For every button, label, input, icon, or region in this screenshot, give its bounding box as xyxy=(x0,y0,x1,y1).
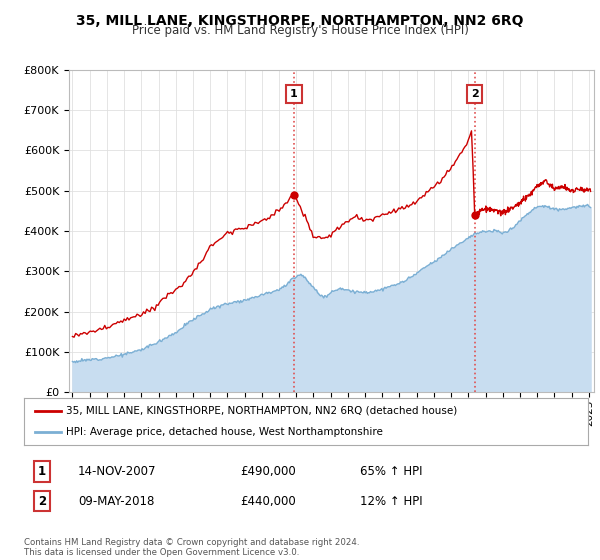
Text: £440,000: £440,000 xyxy=(240,494,296,508)
Text: Contains HM Land Registry data © Crown copyright and database right 2024.
This d: Contains HM Land Registry data © Crown c… xyxy=(24,538,359,557)
Text: 2: 2 xyxy=(38,494,46,508)
Text: 14-NOV-2007: 14-NOV-2007 xyxy=(78,465,157,478)
Text: 1: 1 xyxy=(290,89,298,99)
Text: 12% ↑ HPI: 12% ↑ HPI xyxy=(360,494,422,508)
Text: 09-MAY-2018: 09-MAY-2018 xyxy=(78,494,154,508)
Text: HPI: Average price, detached house, West Northamptonshire: HPI: Average price, detached house, West… xyxy=(66,427,383,437)
Text: Price paid vs. HM Land Registry's House Price Index (HPI): Price paid vs. HM Land Registry's House … xyxy=(131,24,469,36)
Text: 35, MILL LANE, KINGSTHORPE, NORTHAMPTON, NN2 6RQ (detached house): 35, MILL LANE, KINGSTHORPE, NORTHAMPTON,… xyxy=(66,406,458,416)
Text: 35, MILL LANE, KINGSTHORPE, NORTHAMPTON, NN2 6RQ: 35, MILL LANE, KINGSTHORPE, NORTHAMPTON,… xyxy=(76,14,524,28)
Text: £490,000: £490,000 xyxy=(240,465,296,478)
Text: 1: 1 xyxy=(38,465,46,478)
Text: 2: 2 xyxy=(471,89,479,99)
Text: 65% ↑ HPI: 65% ↑ HPI xyxy=(360,465,422,478)
